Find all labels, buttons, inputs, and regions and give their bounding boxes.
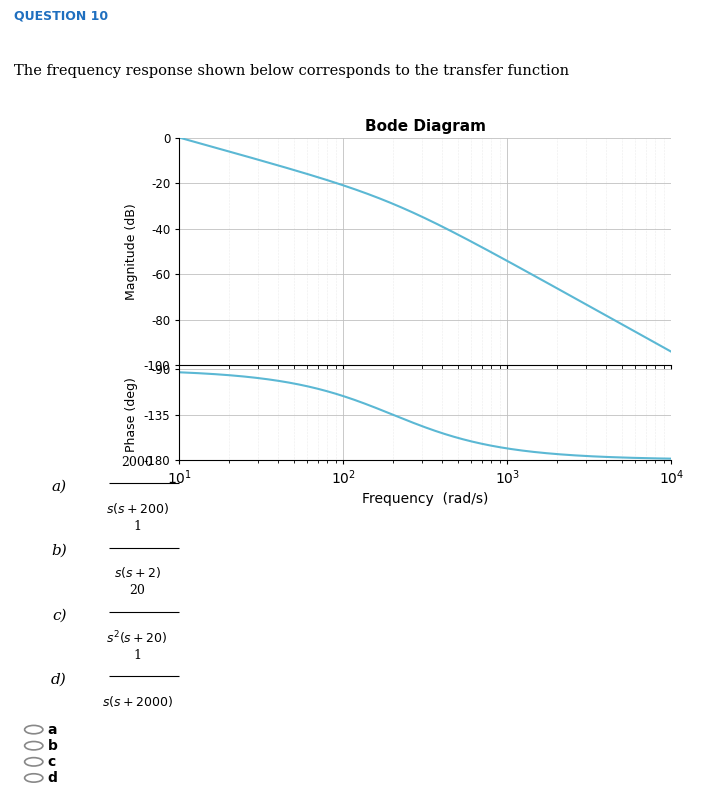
Text: $s^2(s+20)$: $s^2(s+20)$	[106, 630, 168, 648]
Text: c): c)	[52, 608, 67, 623]
Text: a): a)	[51, 479, 67, 494]
Text: QUESTION 10: QUESTION 10	[14, 9, 108, 23]
Text: a: a	[48, 722, 58, 736]
Text: The frequency response shown below corresponds to the transfer function: The frequency response shown below corre…	[14, 64, 569, 78]
Text: d: d	[48, 771, 58, 785]
Text: d): d)	[51, 673, 67, 687]
Title: Bode Diagram: Bode Diagram	[365, 119, 486, 134]
Text: c: c	[48, 755, 56, 769]
Y-axis label: Magnitude (dB): Magnitude (dB)	[125, 203, 138, 300]
Text: 2000: 2000	[121, 456, 153, 468]
Text: $s(s+2000)$: $s(s+2000)$	[102, 694, 172, 709]
X-axis label: Frequency  (rad/s): Frequency (rad/s)	[362, 491, 489, 505]
Text: 1: 1	[133, 520, 141, 533]
Text: 1: 1	[133, 649, 141, 662]
Text: 20: 20	[129, 585, 145, 597]
Text: $s(s+200)$: $s(s+200)$	[105, 501, 169, 516]
Y-axis label: Phase (deg): Phase (deg)	[125, 377, 138, 452]
Text: b): b)	[51, 544, 67, 558]
Text: $s(s+2)$: $s(s+2)$	[114, 565, 160, 580]
Text: b: b	[48, 739, 58, 753]
